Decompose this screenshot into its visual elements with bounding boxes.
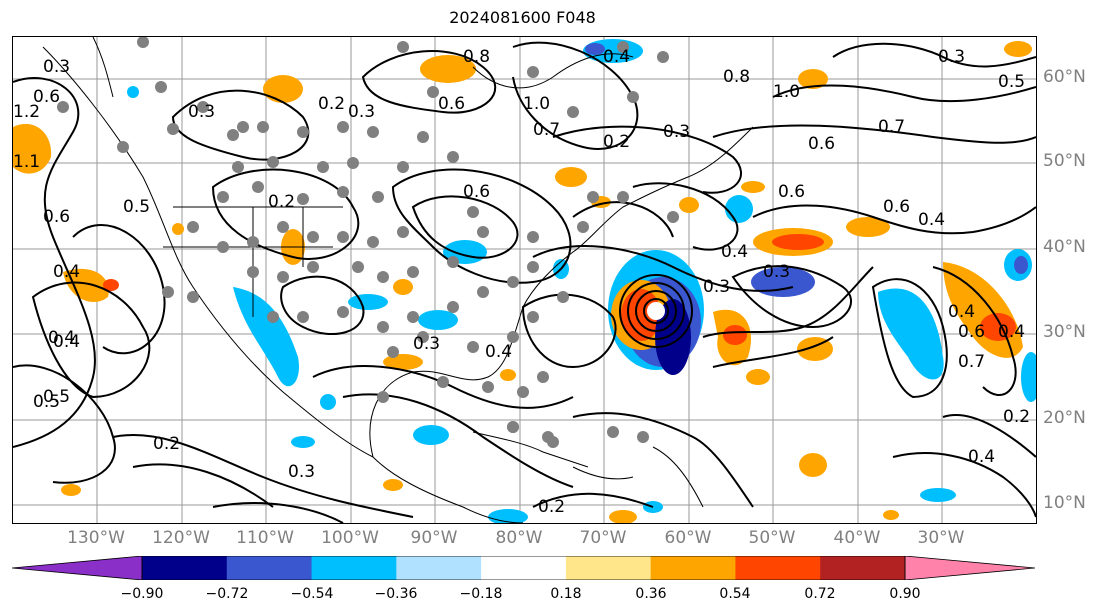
colorbar-tick: −0.18 [459, 586, 503, 602]
colorbar-tick: 0.72 [804, 586, 836, 602]
contour-label: 0.5 [998, 72, 1025, 92]
contour-label: 0.3 [703, 277, 730, 297]
lat-label: 40°N [1043, 237, 1086, 257]
colorbar-segment [820, 556, 906, 580]
contour-label: 0.6 [808, 134, 835, 154]
contour-label: 0.7 [533, 120, 560, 140]
contour-label: 1.0 [523, 94, 550, 114]
contour-label: 0.4 [918, 210, 945, 230]
contour-label: 0.2 [538, 497, 565, 517]
colorbar-tick: −0.54 [290, 586, 334, 602]
colorbar-tick: −0.90 [120, 586, 164, 602]
contour-label: 0.4 [53, 332, 80, 352]
contour-label: 0.5 [33, 392, 60, 412]
contour-label: 0.7 [878, 117, 905, 137]
lat-label: 50°N [1043, 151, 1086, 171]
contour-label: 0.3 [938, 47, 965, 67]
contour-label: 0.2 [1003, 407, 1030, 427]
lon-label: 30°W [917, 528, 965, 548]
lat-label: 30°N [1043, 322, 1086, 342]
contour-label: 0.3 [763, 262, 790, 282]
contour-label: 0.6 [778, 182, 805, 202]
contour-label: 0.3 [663, 122, 690, 142]
colorbar-segment [565, 556, 652, 580]
colorbar-tick: 0.18 [550, 586, 582, 602]
lon-label: 130°W [67, 528, 125, 548]
colorbar-tick: −0.72 [205, 586, 249, 602]
colorbar-segment [311, 556, 397, 580]
lon-label: 50°W [748, 528, 796, 548]
contour-label: 0.8 [723, 67, 750, 87]
lon-label: 90°W [410, 528, 458, 548]
contour-label: 0.6 [463, 182, 490, 202]
colorbar-segment [650, 556, 736, 580]
contour-label: 0.6 [958, 322, 985, 342]
colorbar-tick: 0.54 [719, 586, 751, 602]
contour-label: 1.1 [13, 152, 40, 172]
contour-label: 0.7 [958, 352, 985, 372]
lon-label: 100°W [321, 528, 379, 548]
colorbar-segment [735, 556, 821, 580]
lon-label: 60°W [664, 528, 712, 548]
station-dots [57, 37, 679, 448]
contour-label: 0.8 [463, 47, 490, 67]
contour-labels: 0.3 1.2 0.6 1.1 0.5 0.4 0.6 0.5 0.4 0.3 … [13, 47, 1030, 517]
contour-label: 0.6 [883, 197, 910, 217]
contour-label: 0.6 [438, 94, 465, 114]
colorbar-tick: −0.36 [374, 586, 418, 602]
lon-label: 80°W [495, 528, 543, 548]
contour-label: 0.4 [485, 342, 512, 362]
contour-label: 0.3 [413, 334, 440, 354]
colorbar [12, 556, 1035, 580]
lon-label: 70°W [579, 528, 627, 548]
contour-label: 0.4 [998, 322, 1025, 342]
contour-label: 0.2 [318, 94, 345, 114]
map-canvas: 0.3 1.2 0.6 1.1 0.5 0.4 0.6 0.5 0.4 0.3 … [13, 37, 1036, 523]
colorbar-segment [12, 556, 142, 580]
colorbar-segment [226, 556, 313, 580]
contour-label: 0.5 [43, 387, 70, 407]
lat-label: 60°N [1043, 67, 1086, 87]
contour-label: 0.2 [603, 132, 630, 152]
contour-label: 1.2 [13, 102, 40, 122]
colorbar-segment [481, 556, 567, 580]
map-title: 2024081600 F048 [449, 8, 596, 27]
lon-label: 120°W [152, 528, 210, 548]
colorbar-segment [142, 556, 228, 580]
lat-label: 20°N [1043, 408, 1086, 428]
lat-label: 10°N [1043, 493, 1086, 513]
contour-label: 0.3 [348, 102, 375, 122]
contour-label: 0.4 [603, 47, 630, 67]
contour-label: 0.3 [288, 462, 315, 482]
contour-label: 0.6 [43, 207, 70, 227]
contour-label: 0.4 [948, 302, 975, 322]
colorbar-tick: 0.90 [889, 586, 921, 602]
lon-label: 40°W [833, 528, 881, 548]
contour-label: 0.4 [968, 447, 995, 467]
colorbar-frame [141, 556, 906, 580]
contour-label: 0.4 [48, 328, 75, 348]
map-panel: 0.3 1.2 0.6 1.1 0.5 0.4 0.6 0.5 0.4 0.3 … [12, 36, 1037, 524]
contour-label: 0.2 [268, 192, 295, 212]
lon-label: 110°W [236, 528, 294, 548]
contour-label: 0.2 [153, 434, 180, 454]
contour-label: 0.6 [33, 87, 60, 107]
contour-label: 0.4 [721, 242, 748, 262]
contour-label: 0.3 [188, 102, 215, 122]
colorbar-segment [396, 556, 482, 580]
contour-lines [13, 41, 1036, 523]
colorbar-tick: 0.36 [635, 586, 667, 602]
contour-label: 0.3 [43, 57, 70, 77]
contour-label: 0.4 [53, 262, 80, 282]
contour-label: 0.5 [123, 197, 150, 217]
contour-label: 1.0 [773, 82, 800, 102]
colorbar-segment [905, 556, 1035, 580]
